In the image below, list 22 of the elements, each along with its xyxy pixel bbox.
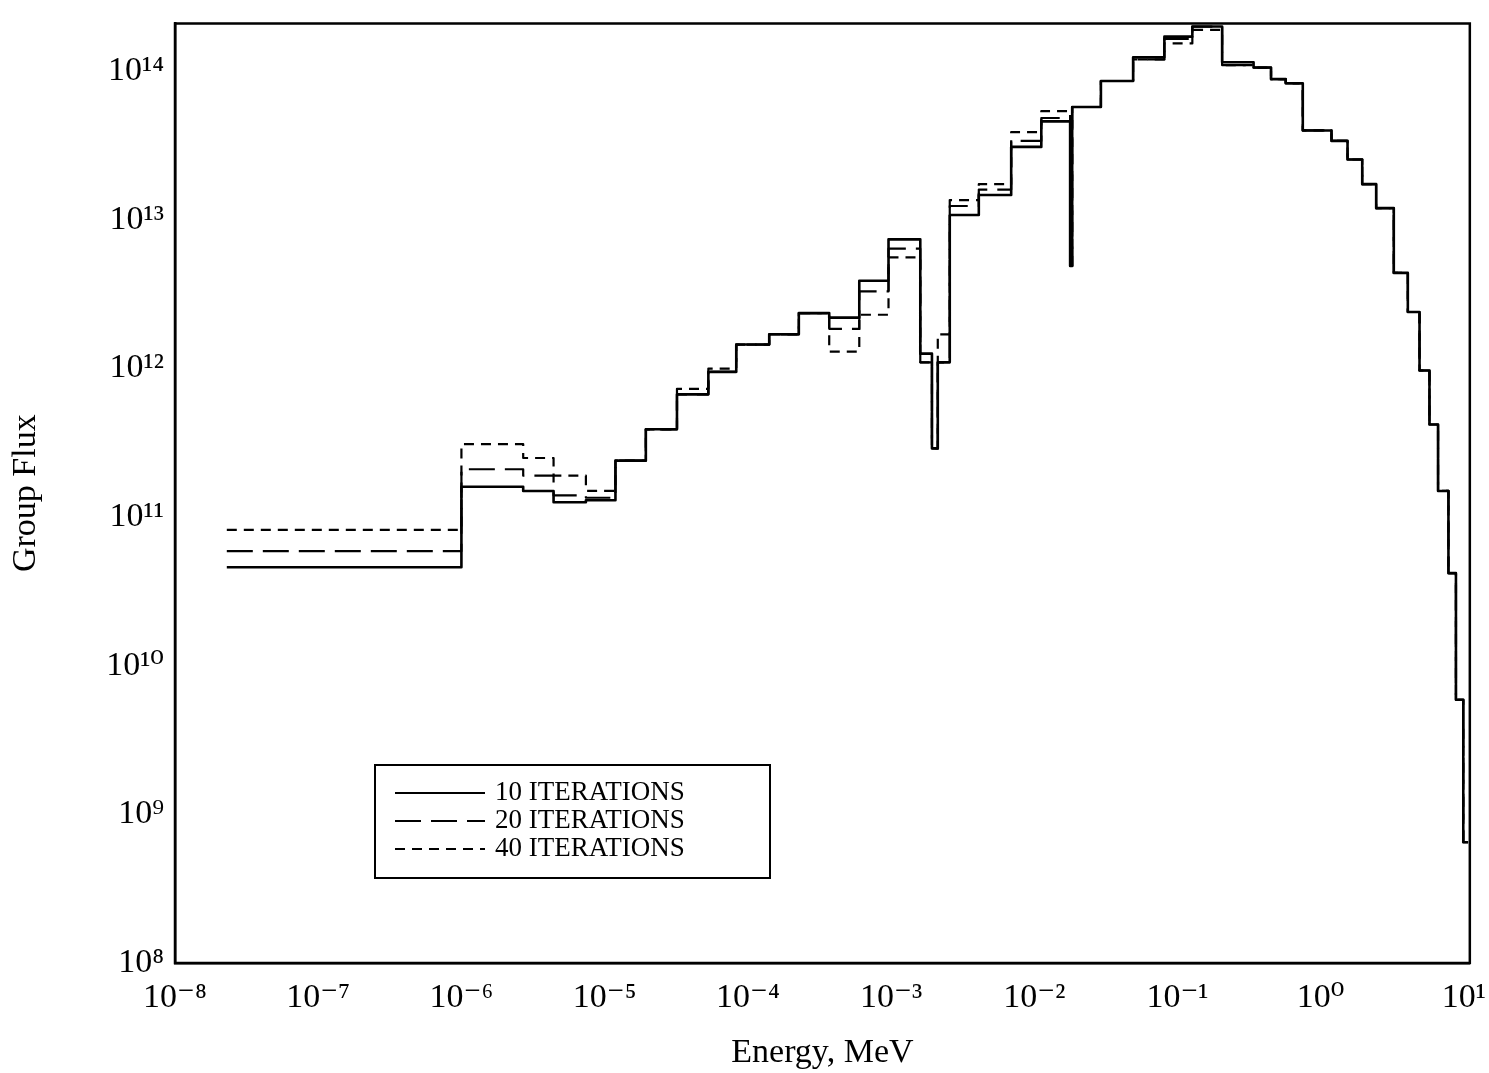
y-tick-label: 10¹⁰ xyxy=(106,644,164,682)
y-tick-label: 10⁸ xyxy=(118,941,164,979)
x-tick-label: 10⁻¹ xyxy=(1146,977,1209,1015)
y-tick-label: 10¹⁴ xyxy=(107,50,164,88)
x-tick-label: 10⁻³ xyxy=(859,977,923,1015)
x-tick-label: 10⁻⁷ xyxy=(286,977,351,1015)
legend-label: 10 ITERATIONS xyxy=(495,776,685,807)
x-axis-title: Energy, MeV xyxy=(731,1031,914,1069)
x-tick-label: 10⁻⁸ xyxy=(143,977,207,1015)
y-tick-label: 10¹¹ xyxy=(109,496,164,534)
x-tick-label: 10⁻⁶ xyxy=(429,977,494,1015)
x-tick-label: 10⁻² xyxy=(1003,977,1066,1015)
legend-label: 40 ITERATIONS xyxy=(495,832,685,863)
legend-label: 20 ITERATIONS xyxy=(495,804,685,835)
y-tick-label: 10¹³ xyxy=(109,198,164,236)
x-tick-label: 10⁻⁵ xyxy=(572,977,637,1015)
y-tick-label: 10⁹ xyxy=(118,793,164,831)
y-axis-title: Group Flux xyxy=(5,414,43,573)
x-tick-label: 10⁰ xyxy=(1296,977,1345,1015)
x-tick-label: 10⁻⁴ xyxy=(715,977,780,1015)
y-tick-label: 10¹² xyxy=(109,347,164,385)
x-tick-label: 10¹ xyxy=(1441,977,1486,1015)
